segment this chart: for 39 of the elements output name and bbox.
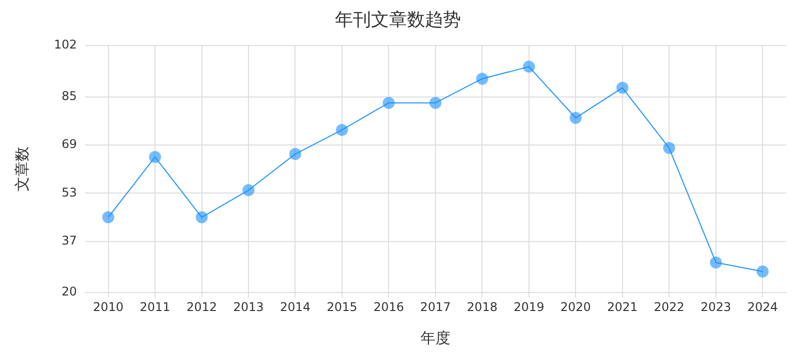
- point: [196, 211, 208, 224]
- x-axis-title: 年度: [420, 328, 450, 347]
- x-tick-label: 2020: [560, 300, 591, 314]
- point: [102, 211, 114, 224]
- y-tick-label: 37: [62, 234, 77, 248]
- x-tick-label: 2021: [607, 300, 638, 314]
- y-tick-label: 53: [62, 185, 77, 200]
- point: [242, 184, 254, 196]
- x-tick-label: 2022: [654, 300, 684, 314]
- point: [756, 266, 769, 278]
- x-tick-label: 2014: [280, 300, 311, 314]
- x-tick-label: 2016: [373, 300, 404, 314]
- point: [476, 72, 488, 85]
- y-axis-title: 文章数: [12, 146, 31, 192]
- point: [710, 256, 722, 268]
- point: [522, 60, 535, 73]
- x-tick-label: 2017: [420, 300, 451, 314]
- x-tick-label: 2023: [700, 300, 732, 314]
- chart-title: 年刊文章数趋势: [335, 9, 461, 30]
- point: [149, 151, 162, 164]
- point: [382, 96, 395, 109]
- x-tick-label: 2013: [233, 300, 264, 314]
- y-tick-label: 85: [62, 88, 77, 103]
- point: [289, 148, 302, 160]
- point: [570, 112, 582, 124]
- x-tick-label: 2024: [747, 300, 778, 314]
- x-tick-label: 2019: [514, 300, 544, 314]
- y-tick-label: 102: [54, 38, 77, 52]
- x-tick-label: 2018: [466, 300, 498, 314]
- y-tick-label: 20: [62, 284, 77, 299]
- x-tick-label: 2012: [186, 300, 218, 314]
- point: [663, 142, 676, 154]
- x-tick-label: 2010: [93, 300, 124, 314]
- point: [429, 96, 442, 109]
- x-tick-label: 2011: [140, 300, 170, 314]
- x-tick-label: 2015: [326, 300, 358, 314]
- point: [336, 124, 348, 136]
- y-tick-label: 69: [62, 137, 77, 152]
- point: [616, 82, 628, 94]
